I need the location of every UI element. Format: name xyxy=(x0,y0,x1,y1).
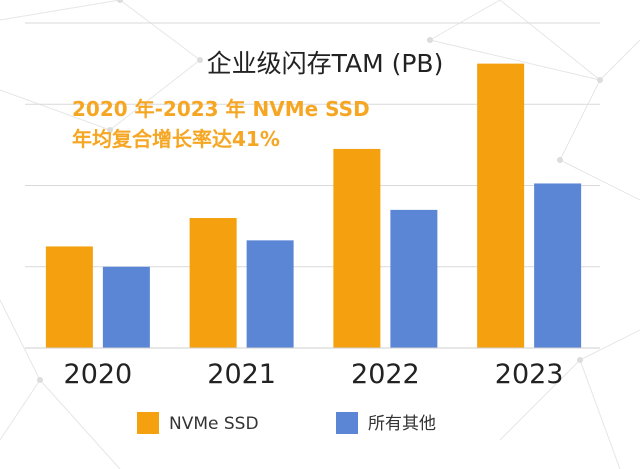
cagr-annotation-line-2: 年均复合增长率达41% xyxy=(72,127,280,151)
cagr-annotation-line-1: 2020 年-2023 年 NVMe SSD xyxy=(72,97,370,121)
bar-nvme-2023 xyxy=(477,63,525,348)
x-tick-label-2023: 2023 xyxy=(495,359,564,390)
x-tick-labels: 2020 2021 2022 2023 xyxy=(64,359,564,390)
bar-other-2023 xyxy=(534,183,582,348)
bar-nvme-2022 xyxy=(333,148,381,348)
legend: NVMe SSD 所有其他 xyxy=(137,412,436,434)
bars xyxy=(45,63,582,348)
legend-swatch-other xyxy=(336,412,358,434)
bar-other-2021 xyxy=(246,240,294,348)
bar-nvme-2021 xyxy=(189,218,237,348)
bar-other-2020 xyxy=(102,266,150,348)
bar-other-2022 xyxy=(390,209,438,348)
legend-swatch-nvme xyxy=(137,412,159,434)
x-tick-label-2020: 2020 xyxy=(64,359,133,390)
bar-nvme-2020 xyxy=(45,246,93,348)
legend-label-nvme: NVMe SSD xyxy=(169,414,259,434)
x-tick-label-2022: 2022 xyxy=(351,359,420,390)
x-tick-label-2021: 2021 xyxy=(207,359,276,390)
chart-title: 企业级闪存TAM (PB) xyxy=(207,49,444,78)
legend-label-other: 所有其他 xyxy=(368,414,436,434)
